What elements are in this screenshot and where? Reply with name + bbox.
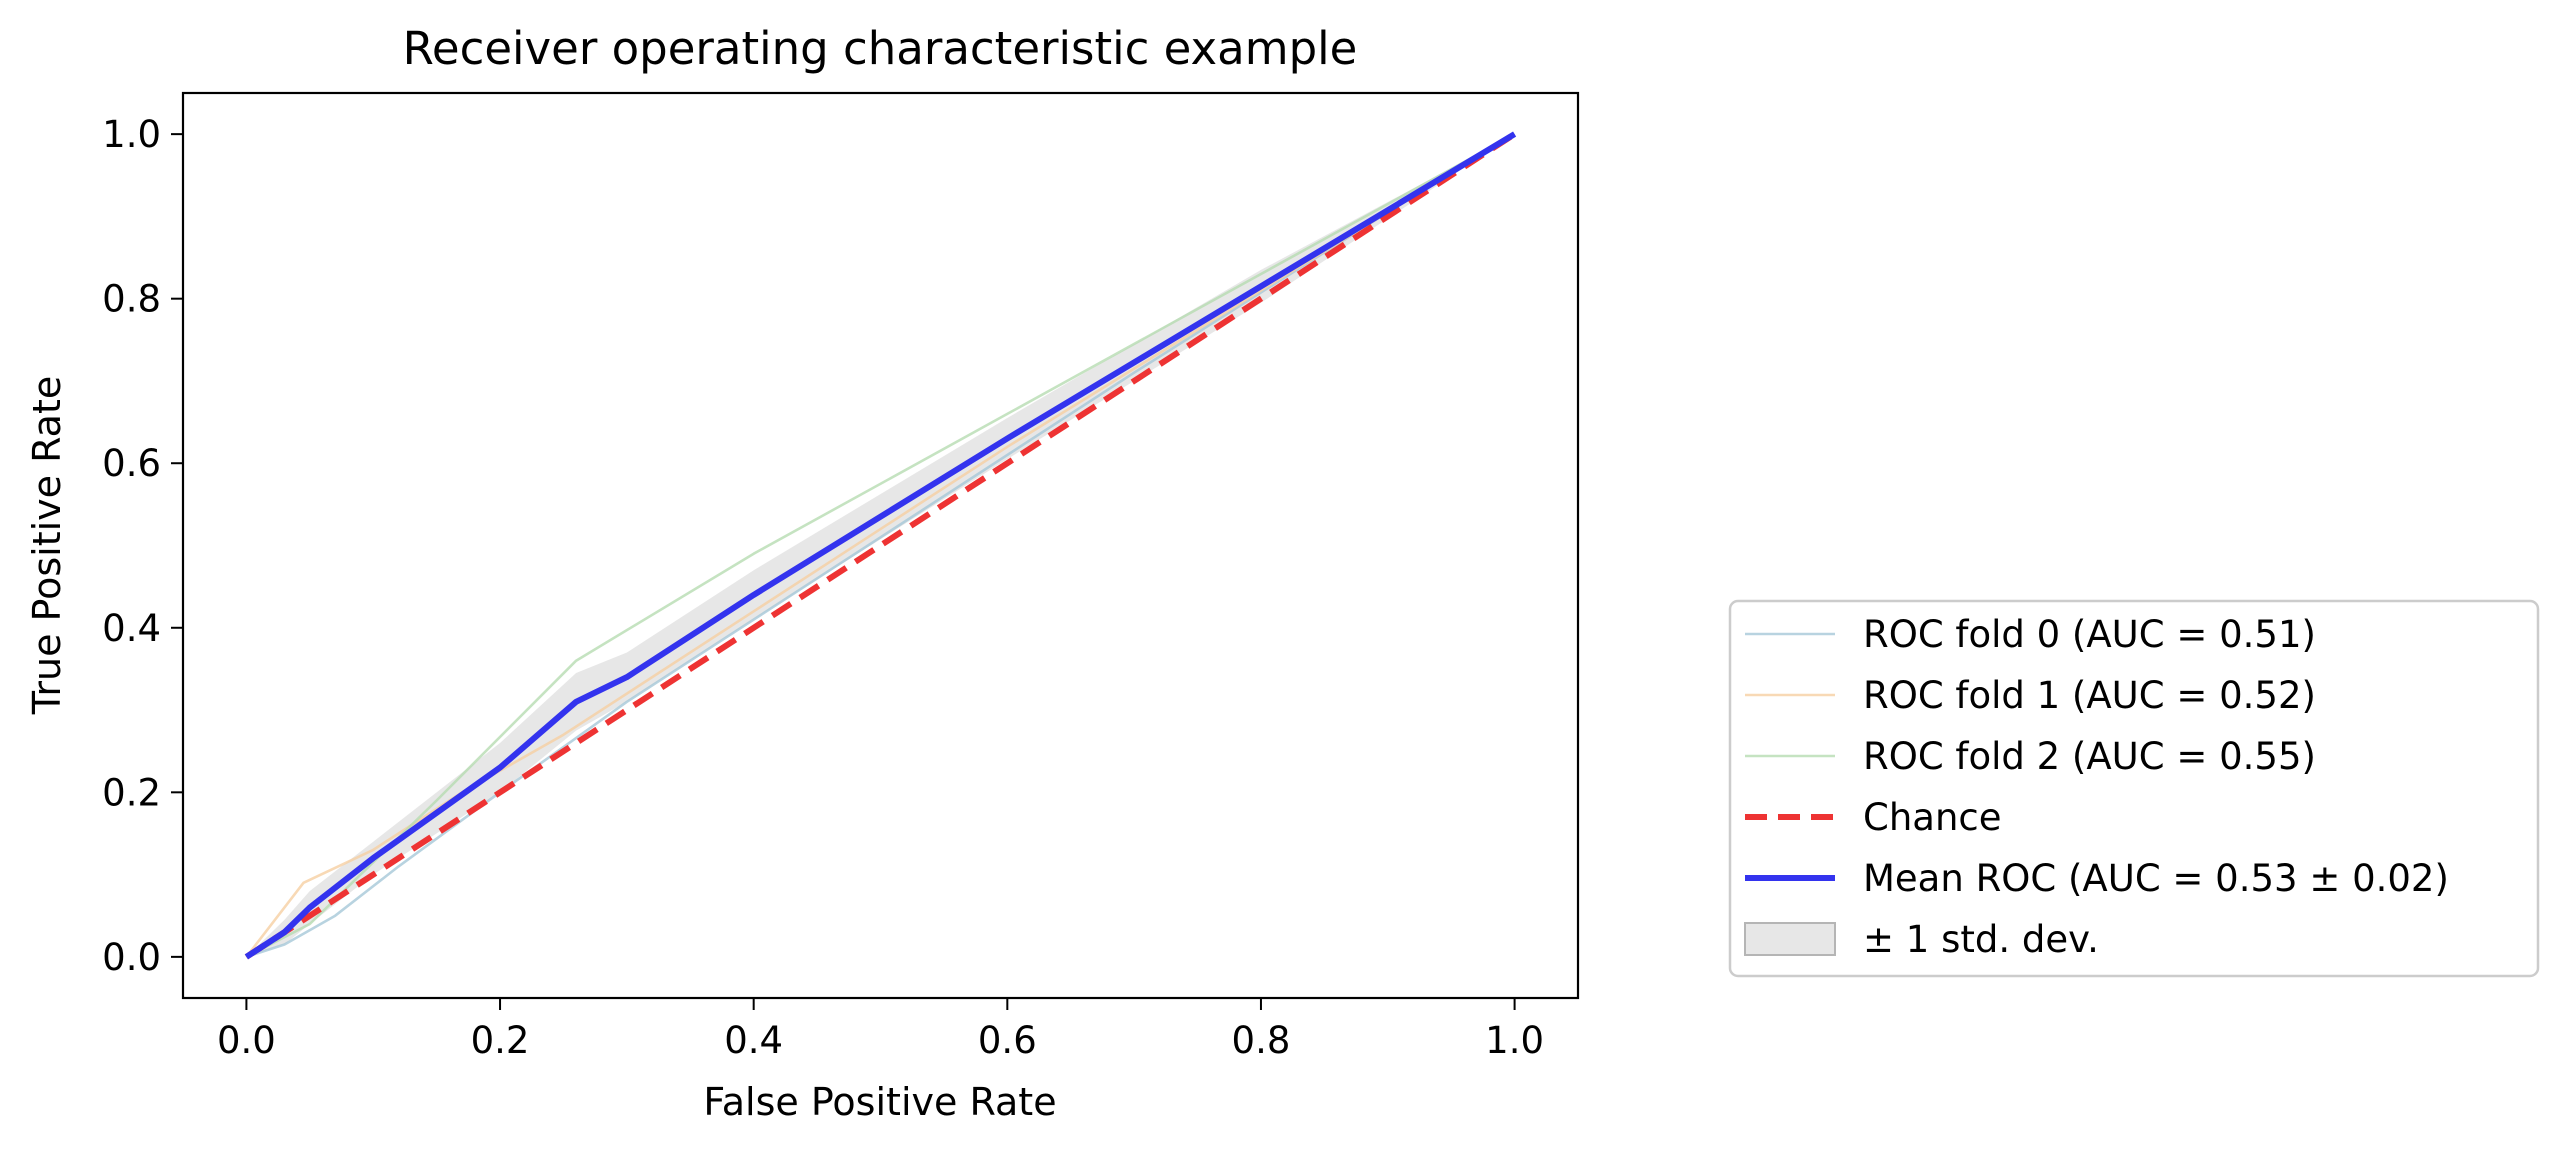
legend-label: ± 1 std. dev. — [1863, 918, 2099, 961]
y-axis-label: True Positive Rate — [25, 376, 69, 716]
x-tick-label: 0.2 — [471, 1019, 530, 1062]
x-tick-label: 0.4 — [724, 1019, 783, 1062]
y-tick-label: 0.0 — [102, 936, 161, 979]
x-tick-label: 0.0 — [217, 1019, 276, 1062]
series-line-1 — [245, 132, 1516, 958]
legend-label: ROC fold 0 (AUC = 0.51) — [1863, 613, 2316, 656]
legend-label: Mean ROC (AUC = 0.53 ± 0.02) — [1863, 857, 2449, 900]
y-tick-label: 1.0 — [102, 113, 161, 156]
legend-swatch-band — [1744, 922, 1836, 956]
y-tick-label: 0.2 — [102, 771, 161, 814]
y-tick-label: 0.4 — [102, 607, 161, 650]
x-tick-label: 0.6 — [978, 1019, 1037, 1062]
chart-title: Receiver operating characteristic exampl… — [403, 22, 1358, 75]
legend-label: ROC fold 1 (AUC = 0.52) — [1863, 674, 2316, 717]
series-line-4 — [244, 131, 1517, 960]
x-tick-label: 1.0 — [1485, 1019, 1544, 1062]
legend: ROC fold 0 (AUC = 0.51) ROC fold 1 (AUC =… — [1728, 599, 2540, 978]
y-axis-ticks: 0.0 0.2 0.4 0.6 0.8 1.0 — [102, 113, 183, 979]
x-tick-label: 0.8 — [1232, 1019, 1291, 1062]
plot-content — [244, 131, 1517, 960]
y-tick-label: 0.6 — [102, 442, 161, 485]
series-line-3 — [244, 131, 1517, 960]
y-tick-label: 0.8 — [102, 278, 161, 321]
legend-box — [1728, 599, 2540, 978]
plot-frame — [181, 91, 1580, 1000]
series-line-0 — [245, 132, 1516, 959]
legend-label: ROC fold 2 (AUC = 0.55) — [1863, 735, 2316, 778]
x-axis-ticks: 0.0 0.2 0.4 0.6 0.8 1.0 — [217, 998, 1544, 1062]
x-axis-label: False Positive Rate — [703, 1080, 1056, 1124]
legend-label: Chance — [1863, 796, 2002, 839]
